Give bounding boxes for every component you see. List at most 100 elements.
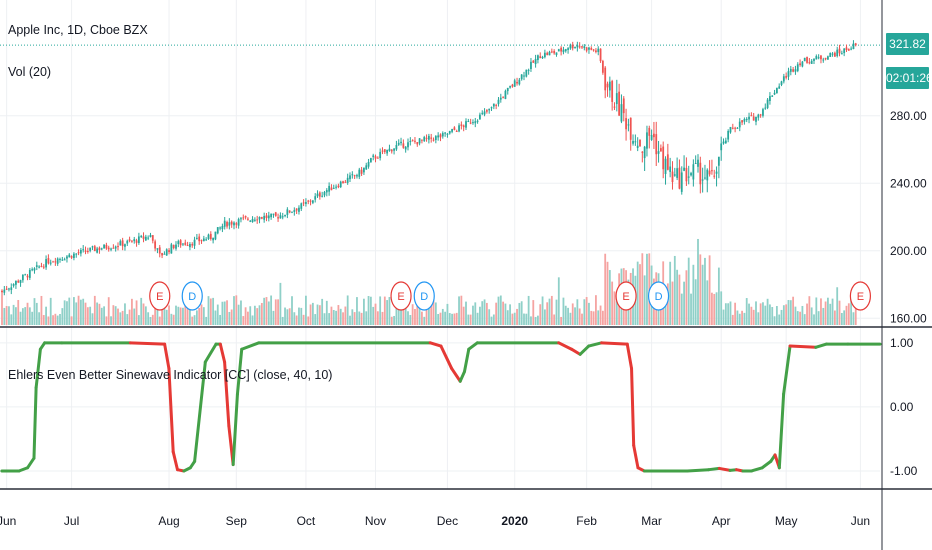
volume-bar (226, 300, 228, 325)
volume-bar (110, 316, 112, 325)
x-tick-label: 2020 (501, 514, 528, 528)
main-legend[interactable]: Apple Inc, 1D, Cboe BZX (8, 23, 148, 37)
candle-body (212, 237, 215, 241)
volume-bar (852, 312, 855, 325)
candle-body (608, 81, 611, 91)
candle-body (103, 244, 105, 249)
candle-body (699, 162, 702, 185)
volume-bar (796, 311, 799, 325)
candle-body (722, 141, 725, 144)
volume-bar (237, 304, 240, 325)
volume-bar (96, 302, 99, 325)
volume-bar (465, 301, 467, 325)
volume-bar (100, 307, 103, 325)
last-price-tag: 321.82 (886, 33, 929, 55)
volume-bar (460, 295, 463, 325)
candle-body (555, 52, 558, 55)
volume-bar (409, 314, 412, 325)
volume-legend[interactable]: Vol (20) (8, 65, 51, 79)
volume-bar (722, 309, 725, 325)
candle-body (207, 234, 210, 239)
candle-body (604, 67, 607, 91)
candle-body (286, 209, 289, 215)
candle-body (147, 237, 150, 239)
candle-body (376, 157, 379, 159)
candle-body (114, 246, 117, 249)
candle-body (28, 269, 31, 278)
volume-bar (244, 307, 247, 325)
indicator-line-segment (34, 347, 42, 390)
volume-bar (19, 311, 22, 325)
volume-bar (316, 304, 319, 325)
candle-body (437, 135, 440, 138)
candle-body (38, 266, 41, 268)
volume-bar (221, 301, 224, 325)
candle-body (492, 103, 495, 107)
volume-bar (360, 312, 363, 325)
candle-body (31, 269, 34, 271)
indicator-line-segment (17, 466, 30, 473)
volume-bar (527, 295, 530, 325)
volume-bar (175, 305, 177, 325)
volume-bar (305, 295, 307, 325)
volume-bar (516, 308, 518, 325)
candle-body (353, 175, 356, 177)
volume-bar (448, 313, 451, 325)
volume-bar (286, 309, 289, 325)
candle-body (455, 130, 458, 132)
candle-body (323, 192, 326, 196)
volume-bar (671, 281, 674, 325)
candle-body (469, 122, 472, 124)
candle-body (381, 150, 384, 152)
candle-body (168, 250, 170, 253)
volume-bar (325, 300, 328, 325)
volume-bar (98, 303, 101, 325)
indicator-legend[interactable]: Ehlers Even Better Sinewave Indicator [C… (8, 368, 332, 382)
volume-bar (813, 314, 815, 325)
volume-bar (89, 306, 92, 325)
volume-bar (267, 301, 270, 325)
volume-bar (311, 302, 314, 325)
indicator-line-segment (439, 344, 454, 370)
candle-body (506, 87, 509, 92)
volume-bar (497, 296, 500, 325)
event-marker-circle (849, 281, 872, 311)
volume-bar (729, 301, 732, 325)
volume-bar (829, 303, 832, 325)
candle-body (21, 274, 24, 281)
volume-bar (569, 312, 572, 325)
volume-bar (103, 306, 105, 325)
candle-body (729, 126, 732, 133)
volume-bar (639, 264, 641, 325)
candle-body (771, 95, 774, 97)
candle-body (676, 168, 679, 178)
indicator-line-segment (557, 341, 574, 351)
candle-body (766, 99, 769, 108)
indicator-line-segment (788, 344, 818, 349)
volume-bar (411, 304, 414, 325)
x-tick-label: Aug (158, 514, 179, 528)
candle-body (342, 181, 344, 184)
candle-body (100, 248, 103, 250)
volume-bar (356, 297, 358, 325)
indicator-line-segment (707, 466, 721, 472)
candle-body (704, 177, 706, 179)
candle-body (249, 220, 252, 222)
candle-body (799, 63, 801, 66)
x-tick-label: Apr (712, 514, 731, 528)
volume-bar (59, 313, 61, 325)
volume-bar (26, 302, 29, 325)
candle-body (244, 215, 247, 218)
candle-body (708, 170, 711, 175)
candle-body (769, 96, 771, 102)
candle-body (126, 240, 129, 244)
volume-bar (550, 295, 553, 325)
volume-bar (300, 307, 303, 325)
candle-body (820, 55, 822, 60)
volume-bar (367, 296, 370, 325)
candle-body (33, 268, 36, 271)
volume-bar (597, 310, 600, 325)
volume-bar (168, 305, 170, 325)
volume-bar (163, 302, 166, 325)
